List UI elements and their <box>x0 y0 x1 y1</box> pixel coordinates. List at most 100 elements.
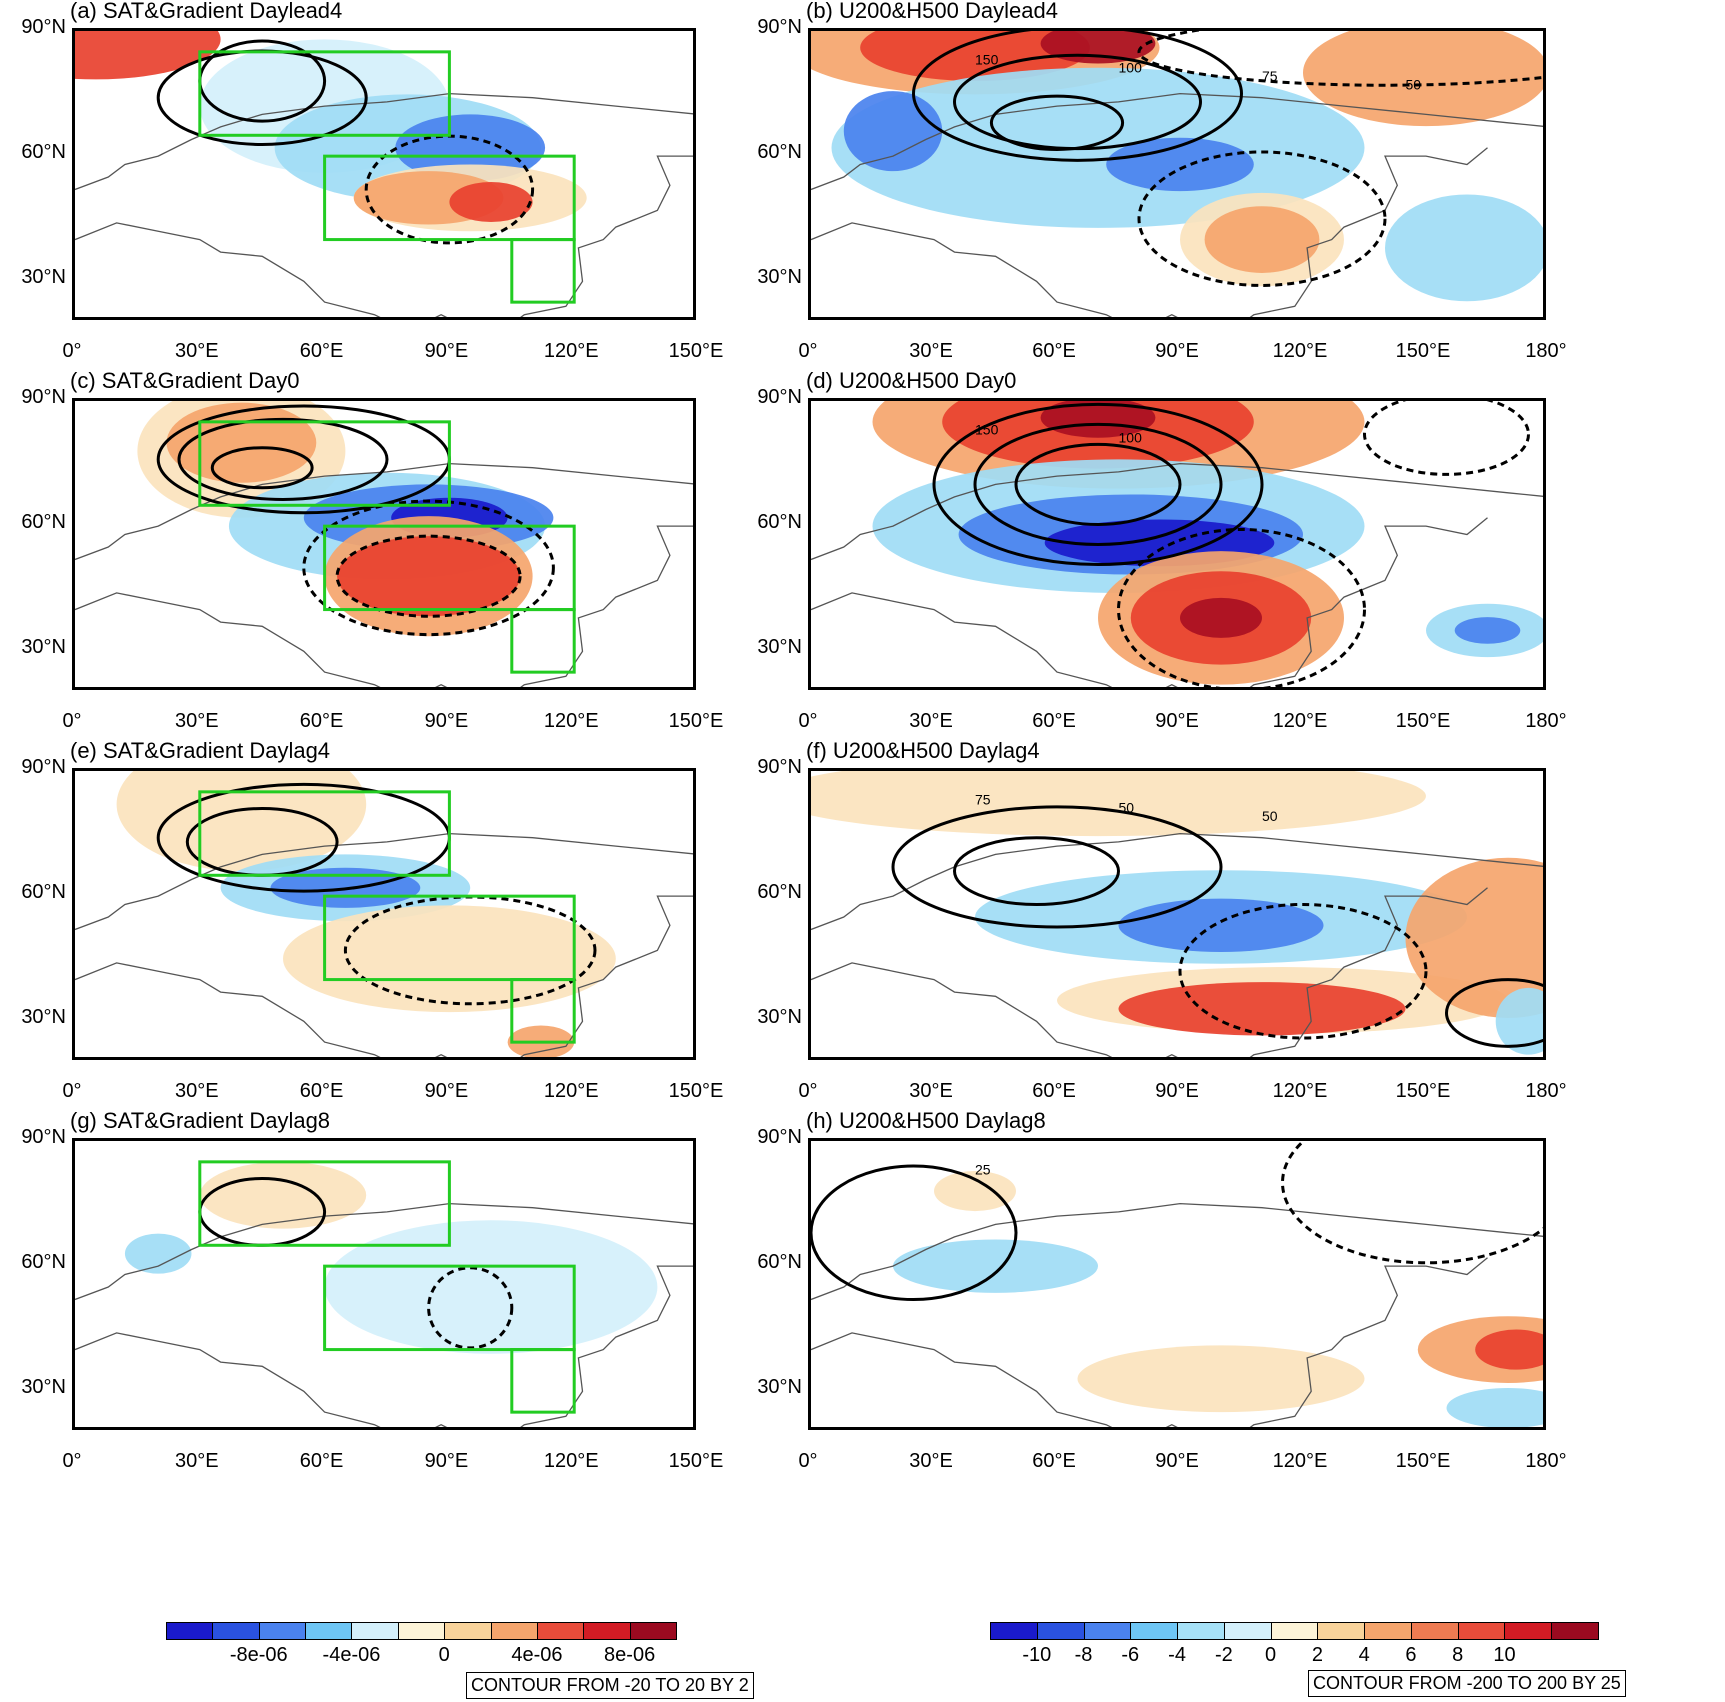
panel-title: (a) SAT&Gradient Daylead4 <box>70 0 343 23</box>
coastline <box>811 517 1488 687</box>
coastline <box>811 462 1543 561</box>
lon-tick-label: 120°E <box>1272 1450 1328 1472</box>
anomaly-shading <box>199 1161 367 1229</box>
contour-label: 75 <box>975 791 991 807</box>
lat-tick-label: 90°N <box>21 756 66 778</box>
lat-tick-label: 60°N <box>757 1251 802 1274</box>
contour-label: 100 <box>1119 60 1143 76</box>
analysis-box <box>323 894 576 982</box>
colorbar-cell <box>583 1622 631 1640</box>
colorbar-cell <box>1177 1622 1225 1640</box>
lat-tick-label: 30°N <box>757 1376 802 1399</box>
lon-tick-label: 0° <box>798 340 818 362</box>
colorbar-cell <box>166 1622 214 1640</box>
analysis-box <box>510 238 576 304</box>
lon-tick-label: 120°E <box>1272 1080 1328 1102</box>
anomaly-shading <box>337 536 521 617</box>
panel-title: (b) U200&H500 Daylead4 <box>806 0 1058 23</box>
lat-tick-label: 90°N <box>21 1126 66 1148</box>
panel-title: (e) SAT&Gradient Daylag4 <box>70 738 331 763</box>
lon-tick-label: 0° <box>62 1080 82 1102</box>
anomaly-shading <box>324 1220 658 1354</box>
colorbar-label: -8e-06 <box>229 1644 288 1666</box>
lon-tick-label: 180° <box>1525 710 1567 732</box>
map-panel-b: 150 100 75 50 <box>808 28 1546 320</box>
lat-tick-label: 60°N <box>21 881 66 904</box>
lon-tick-label: 30°E <box>175 710 219 732</box>
anomaly-shading <box>1180 597 1262 638</box>
colorbar-cell <box>1270 1622 1319 1640</box>
anomaly-shading <box>124 1233 192 1274</box>
positive-contour <box>1014 442 1182 526</box>
contour-label: 150 <box>975 51 999 67</box>
coastline <box>811 887 1488 1057</box>
lon-tick-label: 90°E <box>1155 1450 1199 1472</box>
anomaly-shading <box>283 905 616 1013</box>
positive-contour <box>177 417 389 501</box>
anomaly-shading <box>449 182 533 223</box>
negative-contour <box>1137 150 1387 287</box>
contour-label: 50 <box>1262 808 1278 824</box>
anomaly-shading <box>1495 987 1543 1055</box>
colorbar-cell <box>1223 1622 1272 1640</box>
colorbar-cell <box>1130 1622 1179 1640</box>
positive-contour <box>932 402 1264 567</box>
negative-contour <box>1137 31 1543 87</box>
analysis-box <box>198 790 451 877</box>
colorbar-cell <box>397 1622 446 1640</box>
map-panel-h: 25 <box>808 1138 1546 1430</box>
analysis-box <box>198 420 451 507</box>
anomaly-shading <box>934 1171 1016 1212</box>
lon-tick-label: 60°E <box>1032 1450 1076 1472</box>
lat-tick-label: 60°N <box>757 511 802 534</box>
colorbar-label: 8 <box>1452 1644 1464 1666</box>
colorbar-cell <box>305 1622 353 1640</box>
map-panel-f: 75 50 50 <box>808 768 1546 1060</box>
colorbar-cell <box>351 1622 399 1640</box>
lat-tick-label: 90°N <box>757 386 802 408</box>
coastline <box>75 92 693 191</box>
colorbar-label: 4e-06 <box>511 1644 563 1666</box>
colorbar-cell <box>1457 1622 1506 1640</box>
colorbar-cell <box>258 1622 307 1640</box>
lon-tick-label: 30°E <box>909 1080 953 1102</box>
colorbar-cell <box>1317 1622 1366 1640</box>
lon-tick-label: 90°E <box>424 1450 469 1472</box>
lon-tick-label: 120°E <box>543 1450 599 1472</box>
colorbar-cell <box>1551 1622 1599 1640</box>
lon-tick-label: 0° <box>62 1450 82 1472</box>
anomaly-shading <box>1385 194 1543 302</box>
lon-tick-label: 60°E <box>299 1450 344 1472</box>
contour-label: 100 <box>1119 430 1143 446</box>
contour-label: 25 <box>975 1161 991 1177</box>
lon-tick-label: 120°E <box>543 1080 599 1102</box>
lat-tick-label: 30°N <box>21 266 66 289</box>
colorbar-cell <box>990 1622 1038 1640</box>
map-panel-g <box>72 1138 696 1430</box>
panel-title: (c) SAT&Gradient Day0 <box>70 368 300 393</box>
coastline <box>811 832 1543 931</box>
negative-contour <box>1363 401 1530 476</box>
lon-tick-label: 60°E <box>299 1080 344 1102</box>
positive-contour <box>953 836 1120 906</box>
anomaly-shading <box>893 1239 1098 1293</box>
colorbar-cell <box>1410 1622 1459 1640</box>
contour-label: 150 <box>975 421 999 437</box>
colorbar-label: -6 <box>1121 1644 1140 1666</box>
anomaly-shading <box>1303 31 1543 127</box>
anomaly-shading <box>1118 982 1406 1036</box>
anomaly-shading <box>1475 1329 1543 1370</box>
map-panel-d: 150 100 <box>808 398 1546 690</box>
lon-tick-label: 60°E <box>299 340 344 362</box>
contour-note: CONTOUR FROM -200 TO 200 BY 25 <box>1308 1670 1626 1697</box>
lat-tick-label: 60°N <box>21 511 66 534</box>
analysis-box <box>510 608 576 674</box>
lon-tick-label: 30°E <box>175 340 219 362</box>
colorbar-cell <box>444 1622 492 1640</box>
contour-label: 75 <box>1262 68 1278 84</box>
lon-tick-label: 30°E <box>909 1450 953 1472</box>
colorbar-label: 0 <box>438 1644 450 1666</box>
lon-tick-label: 150°E <box>1395 710 1451 732</box>
coastline <box>811 92 1543 191</box>
coastline <box>75 895 693 1057</box>
